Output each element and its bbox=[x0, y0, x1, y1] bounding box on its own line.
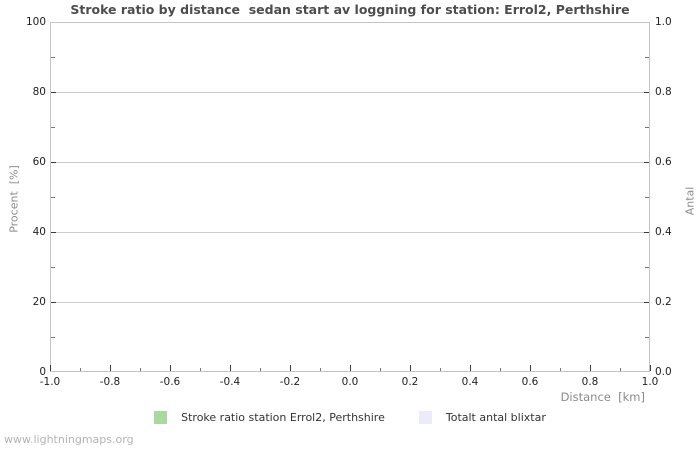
y-right-major-tick bbox=[644, 92, 649, 93]
x-minor-tick bbox=[560, 368, 561, 371]
y-left-tick-label: 100 bbox=[25, 16, 46, 28]
x-tick-label: -1.0 bbox=[39, 376, 61, 388]
x-major-tick bbox=[470, 365, 471, 371]
y-right-minor-tick bbox=[645, 197, 649, 198]
y-left-minor-tick bbox=[51, 337, 55, 338]
x-minor-tick bbox=[260, 368, 261, 371]
x-minor-tick bbox=[140, 368, 141, 371]
x-major-tick bbox=[230, 365, 231, 371]
y-left-tick-label: 40 bbox=[32, 226, 46, 238]
x-axis-title: Distance [km] bbox=[560, 390, 645, 404]
x-minor-tick bbox=[620, 368, 621, 371]
x-tick-label: -0.8 bbox=[99, 376, 121, 388]
y-right-minor-tick bbox=[645, 127, 649, 128]
x-tick-label: 0.2 bbox=[401, 376, 419, 388]
x-minor-tick bbox=[80, 368, 81, 371]
x-tick-label: 0.0 bbox=[341, 376, 359, 388]
y-right-tick-label: 1.0 bbox=[655, 16, 672, 28]
y-left-major-tick bbox=[51, 232, 56, 233]
y-axis-right-title: Antal bbox=[683, 186, 697, 216]
gridline bbox=[51, 232, 649, 233]
x-major-tick bbox=[290, 365, 291, 371]
legend-swatch-lavender-square bbox=[418, 411, 432, 424]
y-left-tick-label: 60 bbox=[32, 156, 46, 168]
legend-label: Totalt antal blixtar bbox=[445, 411, 546, 424]
x-tick-label: 0.4 bbox=[461, 376, 479, 388]
x-minor-tick bbox=[200, 368, 201, 371]
y-right-minor-tick bbox=[645, 57, 649, 58]
plot-area bbox=[50, 22, 650, 372]
x-major-tick bbox=[170, 365, 171, 371]
x-major-tick bbox=[350, 365, 351, 371]
y-right-tick-label: 0.8 bbox=[655, 86, 672, 98]
y-right-major-tick bbox=[644, 302, 649, 303]
x-tick-label: -0.4 bbox=[219, 376, 241, 388]
y-left-tick-label: 20 bbox=[32, 296, 46, 308]
y-axis-left-title: Procent [%] bbox=[7, 165, 21, 233]
y-right-tick-label: 0.6 bbox=[655, 156, 672, 168]
x-major-tick bbox=[410, 365, 411, 371]
legend: Stroke ratio station Errol2, Perthshire T… bbox=[0, 411, 700, 424]
y-left-minor-tick bbox=[51, 57, 55, 58]
x-minor-tick bbox=[320, 368, 321, 371]
x-major-tick bbox=[530, 365, 531, 371]
legend-swatch-green-square bbox=[154, 411, 168, 424]
x-tick-label: 0.8 bbox=[581, 376, 599, 388]
y-right-tick-label: 0.2 bbox=[655, 296, 672, 308]
gridline bbox=[51, 302, 649, 303]
y-right-major-tick bbox=[644, 162, 649, 163]
chart-title: Stroke ratio by distance sedan start av … bbox=[70, 2, 630, 17]
y-left-major-tick bbox=[51, 302, 56, 303]
legend-entry: Totalt antal blixtar bbox=[418, 411, 546, 424]
x-major-tick bbox=[110, 365, 111, 371]
y-left-minor-tick bbox=[51, 127, 55, 128]
legend-entry: Stroke ratio station Errol2, Perthshire bbox=[154, 411, 385, 424]
x-tick-label: -0.6 bbox=[159, 376, 181, 388]
y-left-tick-label: 80 bbox=[32, 86, 46, 98]
watermark: www.lightningmaps.org bbox=[4, 433, 134, 446]
y-left-minor-tick bbox=[51, 267, 55, 268]
y-right-tick-label: 0.4 bbox=[655, 226, 672, 238]
legend-label: Stroke ratio station Errol2, Perthshire bbox=[181, 411, 385, 424]
x-major-tick bbox=[50, 365, 51, 371]
y-right-minor-tick bbox=[645, 337, 649, 338]
y-right-minor-tick bbox=[645, 267, 649, 268]
x-minor-tick bbox=[440, 368, 441, 371]
y-left-major-tick bbox=[51, 92, 56, 93]
x-major-tick bbox=[590, 365, 591, 371]
x-minor-tick bbox=[380, 368, 381, 371]
y-left-minor-tick bbox=[51, 197, 55, 198]
x-minor-tick bbox=[500, 368, 501, 371]
y-right-tick-label: 0.0 bbox=[655, 366, 672, 378]
x-tick-label: 0.6 bbox=[521, 376, 539, 388]
x-major-tick bbox=[650, 365, 651, 371]
y-left-major-tick bbox=[51, 162, 56, 163]
y-left-tick-label: 0 bbox=[39, 366, 46, 378]
gridline bbox=[51, 92, 649, 93]
x-tick-label: -0.2 bbox=[279, 376, 301, 388]
gridline bbox=[51, 162, 649, 163]
x-tick-label: 1.0 bbox=[641, 376, 659, 388]
y-right-major-tick bbox=[644, 232, 649, 233]
